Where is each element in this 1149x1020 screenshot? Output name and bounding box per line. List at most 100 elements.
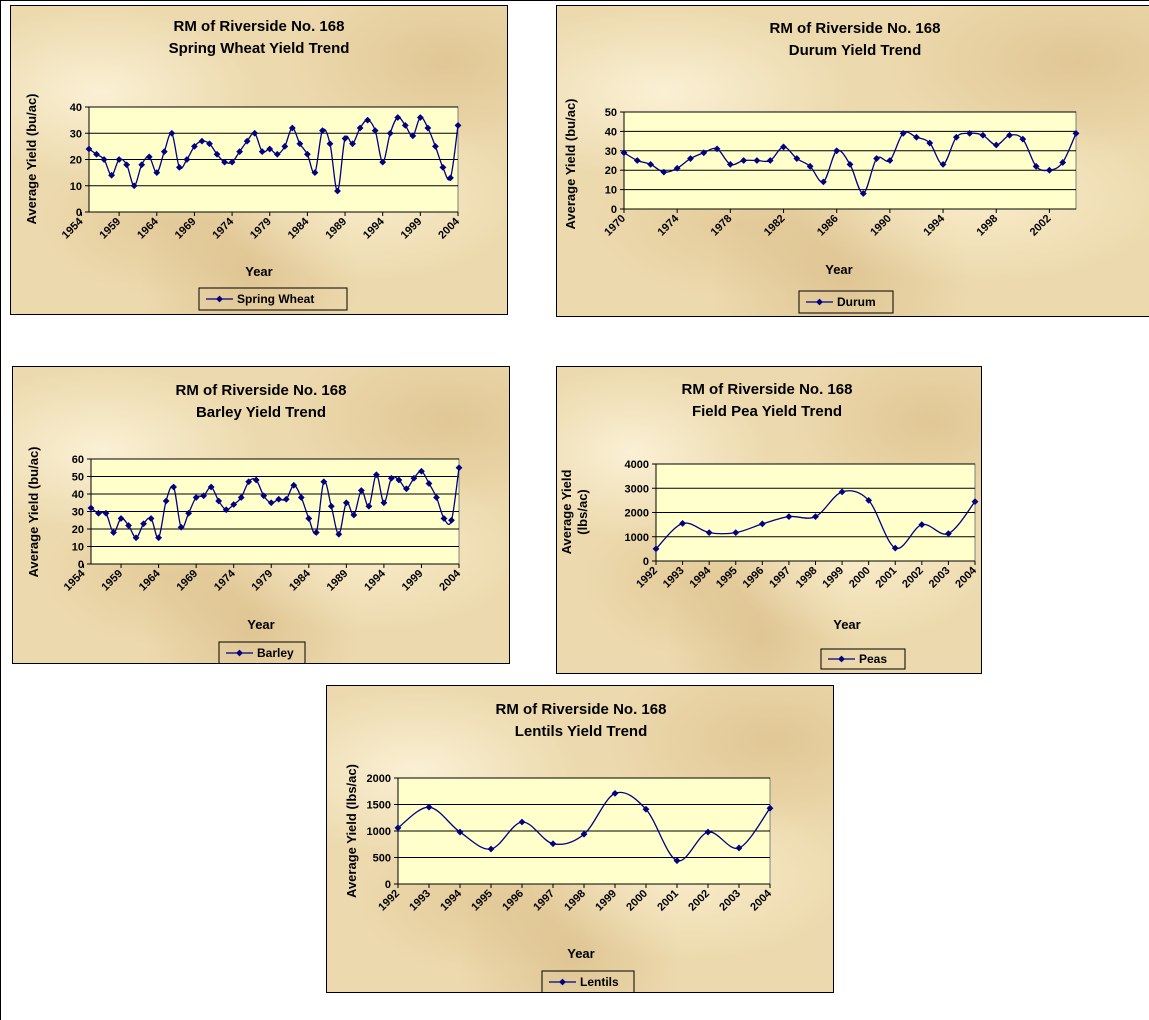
x-tick-label: 1993 (661, 565, 687, 591)
x-tick-label: 1974 (210, 215, 236, 241)
data-point (251, 129, 259, 137)
x-tick-label: 1997 (767, 565, 793, 591)
plot-area (623, 111, 1077, 210)
x-tick-label: 2000 (624, 888, 650, 914)
data-point (859, 190, 867, 197)
data-point (312, 529, 320, 536)
y-tick-label: 40 (70, 102, 82, 114)
data-point (93, 150, 100, 158)
legend-box (798, 290, 894, 314)
data-point (425, 803, 433, 811)
x-tick-label: 1959 (97, 216, 123, 242)
x-tick-label: 1999 (820, 565, 846, 591)
data-point (296, 140, 304, 148)
data-point (766, 804, 774, 812)
x-tick-label: 1964 (137, 567, 163, 593)
x-tick-label: 1992 (376, 888, 402, 914)
y-tick-label: 4000 (625, 459, 649, 471)
data-point (327, 502, 335, 510)
x-tick-label: 1964 (135, 215, 161, 241)
data-point (439, 163, 447, 171)
data-point (132, 534, 140, 542)
data-point (123, 161, 131, 169)
x-tick-label: 1996 (741, 565, 767, 591)
y-tick-label: 50 (72, 472, 84, 484)
chart-title: RM of Riverside No. 168 (176, 382, 347, 399)
legend-marker (816, 298, 823, 306)
data-point (549, 840, 557, 848)
data-point (1006, 131, 1013, 139)
x-tick-label: 1984 (286, 215, 312, 241)
chart-subtitle: Durum Yield Trend (789, 42, 922, 59)
chart-title: RM of Riverside No. 168 (174, 18, 345, 35)
data-point (319, 127, 326, 135)
data-point (758, 520, 766, 528)
data-point (447, 174, 454, 182)
x-tick-label: 1974 (212, 567, 238, 593)
data-point (394, 824, 402, 832)
x-tick-label: 2000 (847, 565, 873, 591)
data-point (448, 516, 455, 524)
chart-title: RM of Riverside No. 168 (496, 701, 667, 718)
x-tick-label: 1969 (174, 568, 200, 594)
x-tick-label: 1982 (762, 213, 788, 239)
y-tick-label: 0 (76, 207, 82, 219)
y-tick-label: 0 (78, 559, 84, 571)
y-tick-label: 40 (605, 126, 617, 138)
chart-subtitle: Lentils Yield Trend (515, 723, 648, 740)
y-axis-title: (lbs/ac) (575, 489, 590, 535)
data-point (100, 156, 108, 163)
data-point (812, 513, 819, 521)
legend-label: Lentils (580, 975, 619, 989)
data-point (266, 145, 274, 153)
x-tick-label: 1997 (531, 888, 557, 914)
x-axis-title: Year (833, 617, 860, 632)
y-tick-label: 0 (385, 879, 391, 891)
data-point (732, 529, 740, 537)
y-tick-label: 1000 (367, 826, 391, 838)
data-point (198, 137, 206, 145)
data-point (335, 530, 343, 538)
data-point (410, 474, 418, 482)
field-pea-chart: RM of Riverside No. 168 Field Pea Yield T… (556, 366, 982, 674)
y-tick-label: 2000 (367, 773, 391, 785)
y-tick-label: 500 (373, 853, 391, 865)
data-point (326, 140, 334, 148)
chart-subtitle: Spring Wheat Yield Trend (169, 40, 350, 57)
data-point (168, 129, 176, 137)
y-tick-label: 40 (72, 489, 84, 501)
x-tick-label: 1999 (400, 568, 426, 594)
x-tick-label: 1995 (469, 888, 495, 914)
data-point (838, 488, 846, 496)
x-tick-label: 1989 (323, 216, 349, 242)
y-tick-label: 50 (605, 107, 617, 119)
data-point (221, 158, 228, 166)
data-point (115, 156, 123, 163)
legend-marker (838, 655, 845, 663)
data-point (432, 142, 439, 150)
data-point (290, 481, 298, 489)
data-point (454, 121, 462, 129)
data-point (891, 544, 899, 552)
x-tick-label: 1954 (62, 567, 88, 593)
data-point (945, 530, 952, 537)
data-point (183, 156, 191, 163)
x-tick-label: 2004 (953, 564, 979, 590)
y-tick-label: 30 (70, 128, 82, 140)
data-point (130, 182, 138, 190)
data-point (700, 149, 708, 157)
data-point (297, 494, 305, 501)
data-point (102, 509, 110, 517)
legend-box (218, 641, 306, 663)
data-point (334, 187, 341, 195)
data-point (679, 520, 686, 527)
x-tick-label: 1979 (248, 216, 274, 242)
data-point (846, 160, 854, 168)
data-point (416, 114, 424, 121)
x-tick-label: 2004 (748, 887, 774, 913)
data-point (236, 148, 244, 156)
x-tick-label: 1970 (602, 213, 628, 239)
x-tick-label: 1994 (687, 564, 713, 590)
legend-box (541, 970, 635, 992)
data-point (979, 131, 987, 139)
